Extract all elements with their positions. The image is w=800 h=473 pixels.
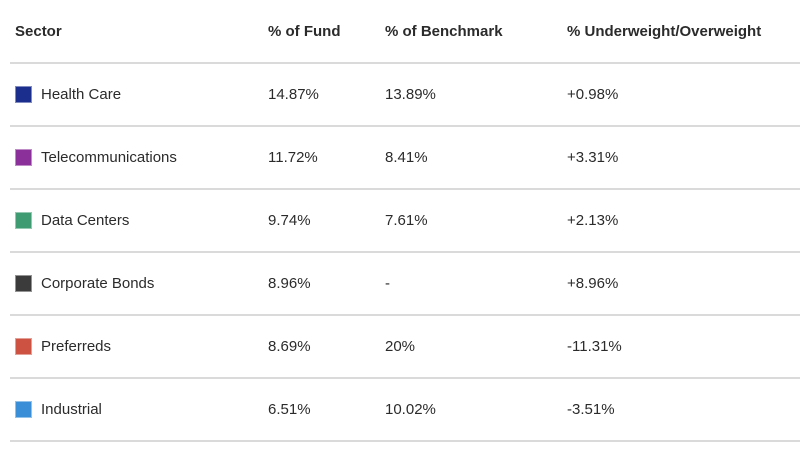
fund-percent-value: 8.96% (268, 275, 311, 292)
fund-percent-value: 9.74% (268, 212, 311, 229)
table-row: Data Centers 9.74% 7.61% +2.13% (10, 190, 800, 253)
sector-color-swatch (15, 149, 32, 166)
weight-percent-value: +0.98% (567, 86, 619, 103)
benchmark-percent-value: 7.61% (385, 212, 428, 229)
weight-percent-value: +2.13% (567, 212, 619, 229)
weight-percent-value: +3.31% (567, 149, 619, 166)
column-header-fund: % of Fund (268, 22, 341, 40)
benchmark-percent-value: 8.41% (385, 149, 428, 166)
sector-color-swatch (15, 338, 32, 355)
fund-percent-value: 6.51% (268, 401, 311, 418)
column-header-weight: % Underweight/Overweight (567, 22, 762, 40)
benchmark-percent-value: 10.02% (385, 401, 436, 418)
table-row: Telecommunications 11.72% 8.41% +3.31% (10, 127, 800, 190)
table-row: Preferreds 8.69% 20% -11.31% (10, 316, 800, 379)
column-header-sector: Sector (15, 22, 62, 40)
fund-percent-value: 14.87% (268, 86, 319, 103)
sector-label: Industrial (41, 401, 102, 418)
sector-label: Data Centers (41, 212, 130, 229)
sector-label: Telecommunications (41, 149, 177, 166)
sector-color-swatch (15, 86, 32, 103)
sector-color-swatch (15, 275, 32, 292)
table-header-row: Sector % of Fund % of Benchmark % Underw… (10, 0, 800, 64)
fund-percent-value: 8.69% (268, 338, 311, 355)
benchmark-percent-value: 20% (385, 338, 416, 355)
benchmark-percent-value: - (385, 275, 390, 292)
sector-label: Health Care (41, 86, 122, 103)
sector-allocation-table: Sector % of Fund % of Benchmark % Underw… (10, 0, 800, 442)
weight-percent-value: +8.96% (567, 275, 619, 292)
weight-percent-value: -11.31% (567, 338, 622, 355)
table-body: Health Care 14.87% 13.89% +0.98% Telecom… (10, 64, 800, 442)
sector-color-swatch (15, 401, 32, 418)
fund-percent-value: 11.72% (268, 149, 318, 166)
benchmark-percent-value: 13.89% (385, 86, 436, 103)
sector-color-swatch (15, 212, 32, 229)
table-row: Corporate Bonds 8.96% - +8.96% (10, 253, 800, 316)
sector-label: Preferreds (41, 338, 112, 355)
weight-percent-value: -3.51% (567, 401, 615, 418)
sector-label: Corporate Bonds (41, 275, 155, 292)
column-header-benchmark: % of Benchmark (385, 22, 503, 40)
table-row: Health Care 14.87% 13.89% +0.98% (10, 64, 800, 127)
table-row: Industrial 6.51% 10.02% -3.51% (10, 379, 800, 442)
